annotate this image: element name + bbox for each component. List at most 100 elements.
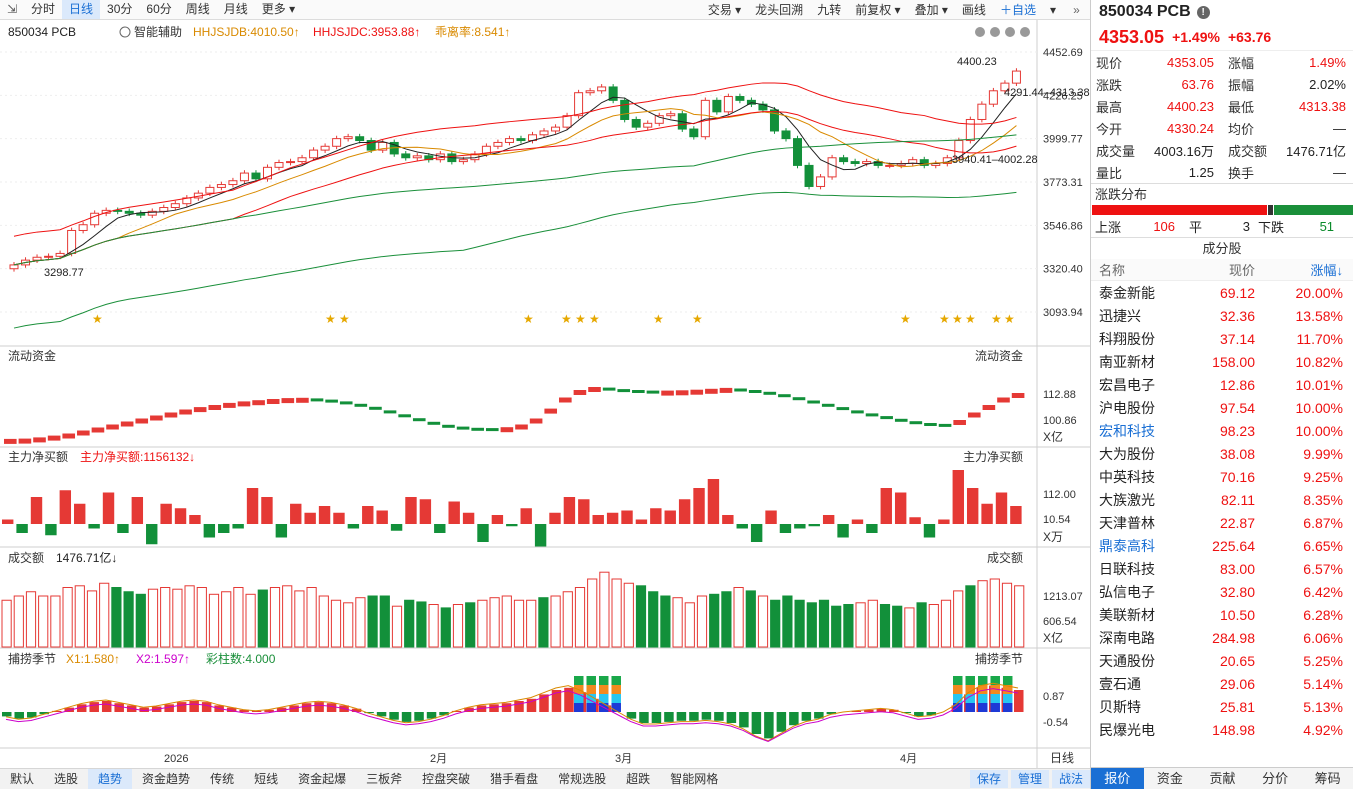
moving-average-line xyxy=(13,134,1017,266)
toolbar-button[interactable]: 画线 xyxy=(961,2,986,17)
netbuy-bar xyxy=(246,488,259,524)
list-item[interactable]: 大为股份 38.08 9.99% xyxy=(1091,442,1353,465)
header-name[interactable]: 名称 xyxy=(1099,263,1126,278)
stock-name: 大族激光 xyxy=(1099,491,1155,508)
season-bar xyxy=(864,709,874,712)
season-tick: -0.54 xyxy=(1043,717,1068,729)
toolbar-button[interactable]: 叠加 ▾ xyxy=(914,2,948,17)
netbuy-bar xyxy=(174,508,187,524)
stock-name: 南亚新材 xyxy=(1099,353,1155,370)
list-item[interactable]: 中英科技 70.16 9.25% xyxy=(1091,465,1353,488)
season-stack-bar xyxy=(977,685,988,694)
flat-bar xyxy=(1268,205,1273,215)
period-tab[interactable]: 60分 xyxy=(146,2,172,16)
season-stack-bar xyxy=(1002,676,1013,685)
strategy-tab[interactable]: 资金起爆 xyxy=(298,772,347,786)
stock-change: 10.01% xyxy=(1295,376,1343,393)
netbuy-bar xyxy=(822,515,835,524)
season-bar xyxy=(276,707,287,712)
strategy-tab[interactable]: 选股 xyxy=(54,772,79,786)
netbuy-bar xyxy=(1010,506,1022,524)
quote-row: 成交量 4003.16万 成交额 1476.71亿 xyxy=(1091,139,1353,161)
panel-tab[interactable]: 报价 xyxy=(1091,768,1144,789)
panel-tab[interactable]: 贡献 xyxy=(1209,771,1236,786)
stock-name: 迅捷兴 xyxy=(1099,307,1141,324)
panel-tab[interactable]: 资金 xyxy=(1156,771,1183,786)
info-icon[interactable]: ! xyxy=(1196,5,1210,19)
list-item[interactable]: 宏昌电子 12.86 10.01% xyxy=(1091,373,1353,396)
period-tab[interactable]: 月线 xyxy=(223,2,248,16)
list-item[interactable]: 大族激光 82.11 8.35% xyxy=(1091,488,1353,511)
strategy-tab[interactable]: 常规选股 xyxy=(558,772,607,786)
toolbar-right: 交易 ▾ 龙头回溯 九转 前复权 ▾ 叠加 ▾ 画线 ＋自选 ▾ xyxy=(701,0,1063,20)
watch-dropdown-button[interactable]: ▾ xyxy=(1049,2,1056,17)
panel-tab[interactable]: 分价 xyxy=(1262,771,1289,786)
list-item[interactable]: 天通股份 20.65 5.25% xyxy=(1091,649,1353,672)
flow-bar xyxy=(559,397,572,403)
flow-bar xyxy=(953,420,966,425)
strategy-tab[interactable]: 超跌 xyxy=(626,772,651,786)
candle xyxy=(332,138,342,147)
volume-bar xyxy=(282,585,293,648)
season-bar xyxy=(664,712,674,722)
list-item[interactable]: 贝斯特 25.81 5.13% xyxy=(1091,695,1353,718)
volume-bar xyxy=(1014,585,1025,648)
strategy-action-button[interactable]: 管理 xyxy=(1010,770,1049,788)
period-tab[interactable]: 30分 xyxy=(107,2,133,16)
quote-value: 63.76 xyxy=(1181,76,1214,92)
list-item[interactable]: 迅捷兴 32.36 13.58% xyxy=(1091,304,1353,327)
strategy-tab[interactable]: 资金趋势 xyxy=(142,772,191,786)
period-tab[interactable]: 周线 xyxy=(185,2,210,16)
flow-bar xyxy=(778,394,791,398)
toolbar-button[interactable]: 九转 xyxy=(817,2,842,17)
netbuy-bar xyxy=(189,515,201,524)
list-item[interactable]: 日联科技 83.00 6.57% xyxy=(1091,557,1353,580)
netbuy-bar xyxy=(952,470,964,524)
list-item[interactable]: 沪电股份 97.54 10.00% xyxy=(1091,396,1353,419)
list-item[interactable]: 美联新材 10.50 6.28% xyxy=(1091,603,1353,626)
period-tab[interactable]: 更多 ▾ xyxy=(261,2,296,16)
strategy-tab[interactable]: 默认 xyxy=(10,772,35,786)
netbuy-bar xyxy=(347,524,360,529)
stock-price: 25.81 xyxy=(1219,698,1255,715)
panel-tab[interactable]: 筹码 xyxy=(1314,771,1341,786)
toolbar-button[interactable]: 前复权 ▾ xyxy=(855,2,901,17)
strategy-tab[interactable]: 三板斧 xyxy=(366,772,403,786)
strategy-tab[interactable]: 短线 xyxy=(254,772,279,786)
flow-bar xyxy=(193,407,207,413)
period-tab[interactable]: 日线 xyxy=(62,0,101,19)
list-item[interactable]: 壹石通 29.06 5.14% xyxy=(1091,672,1353,695)
strategy-action-button[interactable]: 保存 xyxy=(969,770,1008,788)
collapse-panel-icon[interactable]: » xyxy=(1063,0,1090,20)
expand-icon[interactable]: ⇲ xyxy=(6,2,18,16)
add-watch-button[interactable]: ＋自选 xyxy=(993,1,1043,20)
strategy-tab[interactable]: 趋势 xyxy=(88,769,133,789)
flow-bar xyxy=(661,390,674,396)
list-item[interactable]: 宏和科技 98.23 10.00% xyxy=(1091,419,1353,442)
list-item[interactable]: 民爆光电 148.98 4.92% xyxy=(1091,718,1353,741)
list-item[interactable]: 科翔股份 37.14 11.70% xyxy=(1091,327,1353,350)
period-tab[interactable]: 分时 xyxy=(31,2,56,16)
season-bar xyxy=(414,712,424,721)
netbuy-bar xyxy=(923,524,936,538)
list-item[interactable]: 鼎泰高科 225.64 6.65% xyxy=(1091,534,1353,557)
header-price[interactable]: 现价 xyxy=(1228,263,1255,278)
list-item[interactable]: 深南电路 284.98 6.06% xyxy=(1091,626,1353,649)
strategy-tab[interactable]: 猎手看盘 xyxy=(490,772,539,786)
strategy-tab[interactable]: 传统 xyxy=(210,772,235,786)
list-item[interactable]: 天津普林 22.87 6.87% xyxy=(1091,511,1353,534)
volume-bar xyxy=(611,578,622,648)
list-item[interactable]: 南亚新材 158.00 10.82% xyxy=(1091,350,1353,373)
strategy-action-button[interactable]: 战法 xyxy=(1051,770,1090,788)
kline-chart[interactable]: 4452.69 4226.25 3999.77 3773.31 3546.86 3320.… xyxy=(0,20,1090,768)
stock-name: 日联科技 xyxy=(1099,560,1155,577)
season-stack-bar xyxy=(965,694,975,703)
header-change[interactable]: 涨幅↓ xyxy=(1310,263,1343,278)
strategy-tab[interactable]: 控盘突破 xyxy=(422,772,471,786)
list-item[interactable]: 泰金新能 69.12 20.00% xyxy=(1091,281,1353,304)
toolbar-button[interactable]: 交易 ▾ xyxy=(707,2,742,17)
volume-bar xyxy=(379,595,390,648)
toolbar-button[interactable]: 龙头回溯 xyxy=(755,2,804,17)
strategy-tab[interactable]: 智能网格 xyxy=(670,772,719,786)
list-item[interactable]: 弘信电子 32.80 6.42% xyxy=(1091,580,1353,603)
